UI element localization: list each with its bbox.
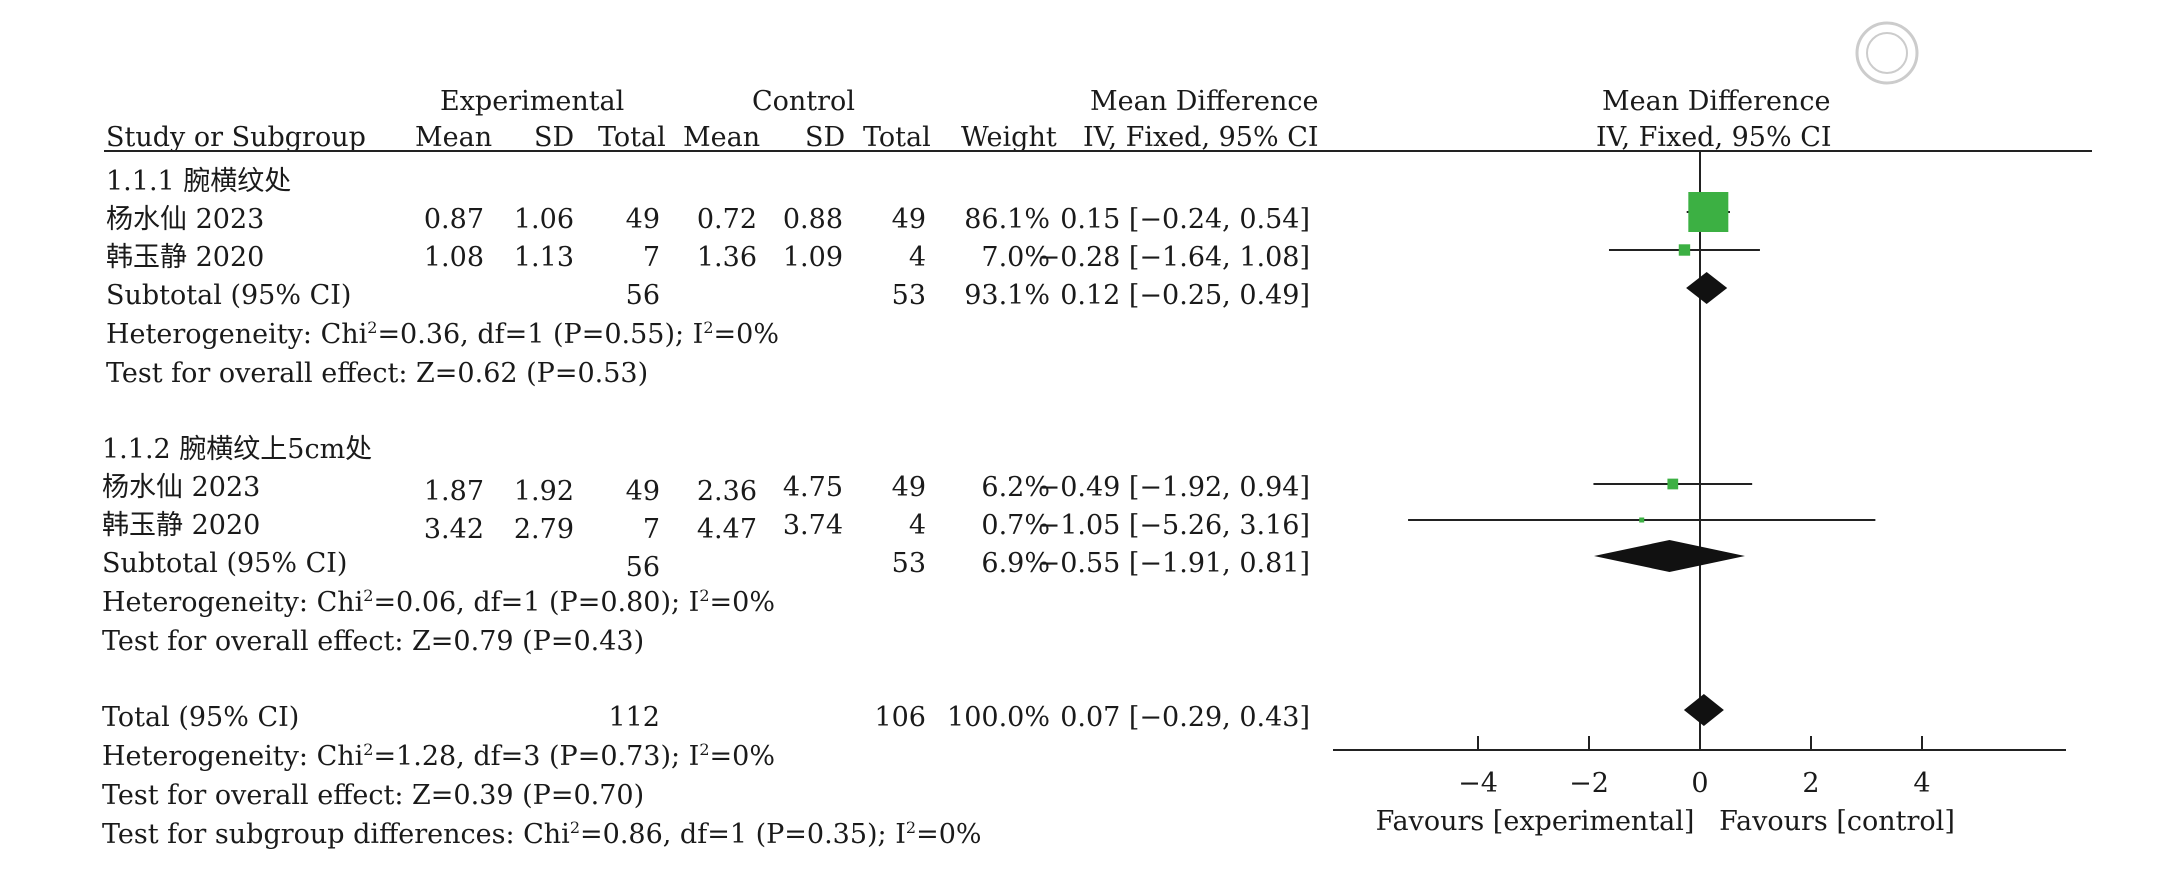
total-weight: 100.0% [947, 702, 1050, 733]
study-e-mean: 1.08 [423, 242, 484, 273]
overall-effect-text: Test for overall effect: Z=0.79 (P=0.43) [102, 626, 645, 657]
header-weight: Weight [961, 122, 1057, 153]
header-md-label: Mean Difference [1090, 86, 1319, 117]
header-e-mean: Mean [415, 122, 493, 153]
subgroup-title: 1.1.1 腕横纹处 [106, 166, 292, 197]
study-e-mean: 0.87 [423, 204, 484, 235]
study-square [1639, 517, 1645, 523]
x-tick-label: 0 [1691, 768, 1708, 799]
watermark-logo [1852, 18, 2152, 98]
subtotal-weight: 6.9% [981, 548, 1050, 579]
header-experimental: Experimental [440, 86, 625, 117]
header-plot-label: Mean Difference [1602, 86, 1831, 117]
study-ci: −0.28 [−1.64, 1.08] [1037, 242, 1310, 273]
seal-icon [1855, 21, 1919, 85]
total-overall-effect-text: Test for overall effect: Z=0.39 (P=0.70) [102, 780, 645, 811]
favours-control-label: Favours [control] [1719, 806, 1955, 837]
subtotal-weight: 93.1% [964, 280, 1050, 311]
study-ci: 0.15 [−0.24, 0.54] [1060, 204, 1310, 235]
study-square [1678, 244, 1691, 256]
header-control: Control [752, 86, 855, 117]
subgroup-title: 1.1.2 腕横纹上5cm处 [102, 434, 373, 465]
subtotal-ci: 0.12 [−0.25, 0.49] [1060, 280, 1310, 311]
summary-diamond [1593, 540, 1745, 572]
study-c-sd: 3.74 [782, 510, 843, 541]
total-ci: 0.07 [−0.29, 0.43] [1060, 702, 1310, 733]
header-e-sd: SD [534, 122, 575, 153]
study-weight: 0.7% [981, 510, 1050, 541]
subtotal-label: Subtotal (95% CI) [106, 280, 352, 311]
study-ci: −1.05 [−5.26, 3.16] [1037, 510, 1310, 541]
x-tick-label: 2 [1802, 768, 1819, 799]
study-e-total: 49 [625, 204, 660, 235]
x-tick-label: −2 [1569, 768, 1609, 799]
study-c-mean: 2.36 [696, 476, 757, 507]
overall-effect-text: Test for overall effect: Z=0.62 (P=0.53) [106, 358, 649, 389]
total-e-total: 112 [608, 702, 660, 733]
study-e-total: 7 [642, 242, 660, 273]
x-tick-label: 4 [1913, 768, 1930, 799]
subtotal-ci: −0.55 [−1.91, 0.81] [1037, 548, 1310, 579]
total-heterogeneity-text: Heterogeneity: Chi2=1.28, df=3 (P=0.73);… [102, 740, 775, 772]
study-e-total: 7 [642, 514, 660, 545]
subtotal-c-total: 53 [891, 548, 926, 579]
summary-diamond [1683, 694, 1724, 726]
heterogeneity-text: Heterogeneity: Chi2=0.06, df=1 (P=0.80);… [102, 586, 775, 618]
study-e-mean: 1.87 [423, 476, 484, 507]
header-study: Study or Subgroup [106, 122, 366, 153]
header-md-method: IV, Fixed, 95% CI [1083, 122, 1319, 153]
study-weight: 6.2% [981, 472, 1050, 503]
study-c-sd: 0.88 [782, 204, 843, 235]
study-weight: 7.0% [981, 242, 1050, 273]
study-c-total: 4 [908, 510, 926, 541]
header-c-mean: Mean [683, 122, 761, 153]
study-e-sd: 2.79 [513, 514, 574, 545]
study-c-mean: 1.36 [696, 242, 757, 273]
study-weight: 86.1% [964, 204, 1050, 235]
total-label: Total (95% CI) [102, 702, 300, 733]
study-e-sd: 1.92 [513, 476, 574, 507]
subtotal-c-total: 53 [891, 280, 926, 311]
favours-experimental-label: Favours [experimental] [1376, 806, 1695, 837]
study-c-total: 4 [908, 242, 926, 273]
subtotal-e-total: 56 [625, 552, 660, 583]
header-rule [104, 150, 2092, 152]
study-name: 杨水仙 2023 [106, 204, 265, 235]
study-e-sd: 1.06 [513, 204, 574, 235]
heterogeneity-text: Heterogeneity: Chi2=0.36, df=1 (P=0.55);… [106, 318, 779, 350]
study-square [1667, 478, 1679, 490]
summary-diamond [1686, 272, 1728, 304]
study-c-sd: 4.75 [782, 472, 843, 503]
header-plot-method: IV, Fixed, 95% CI [1596, 122, 1832, 153]
study-c-mean: 4.47 [696, 514, 757, 545]
total-c-total: 106 [874, 702, 926, 733]
study-c-mean: 0.72 [696, 204, 757, 235]
study-c-total: 49 [891, 204, 926, 235]
study-ci: −0.49 [−1.92, 0.94] [1037, 472, 1310, 503]
header-e-total: Total [598, 122, 666, 153]
study-square [1688, 192, 1729, 232]
study-name: 韩玉静 2020 [106, 242, 265, 273]
study-name: 杨水仙 2023 [102, 472, 261, 503]
subtotal-e-total: 56 [625, 280, 660, 311]
study-c-total: 49 [891, 472, 926, 503]
subgroup-diff-text: Test for subgroup differences: Chi2=0.86… [102, 818, 982, 850]
study-e-mean: 3.42 [423, 514, 484, 545]
header-c-sd: SD [805, 122, 846, 153]
subtotal-label: Subtotal (95% CI) [102, 548, 348, 579]
x-tick-label: −4 [1458, 768, 1498, 799]
header-c-total: Total [863, 122, 931, 153]
study-name: 韩玉静 2020 [102, 510, 261, 541]
study-c-sd: 1.09 [782, 242, 843, 273]
study-e-total: 49 [625, 476, 660, 507]
study-e-sd: 1.13 [513, 242, 574, 273]
